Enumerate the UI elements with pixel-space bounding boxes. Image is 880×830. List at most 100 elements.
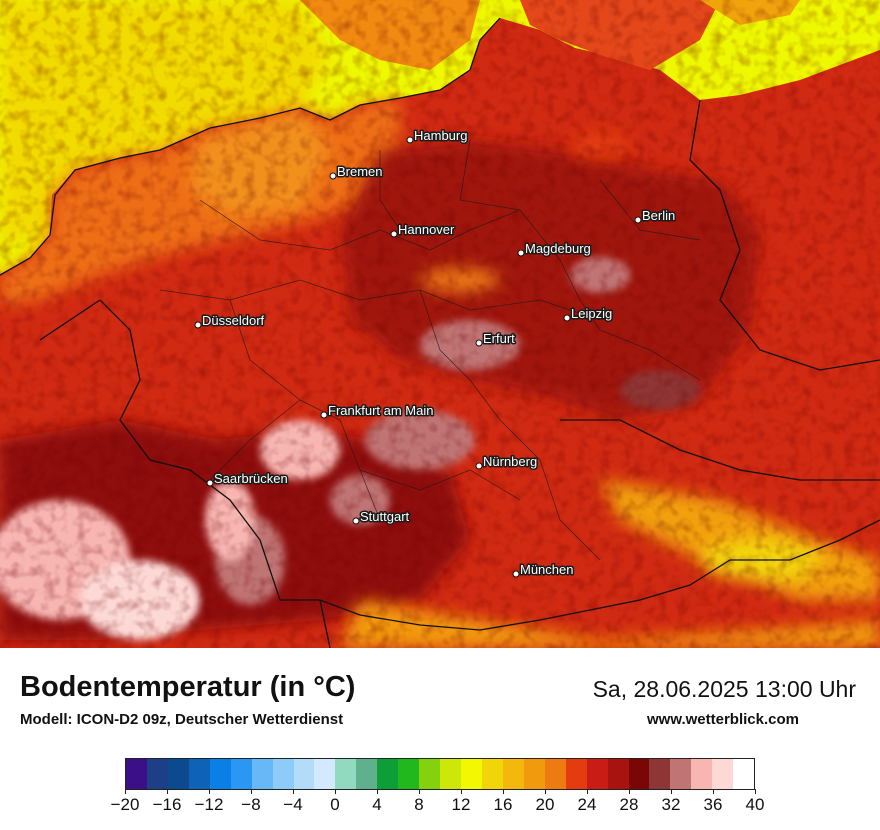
legend-swatch: [335, 759, 357, 789]
legend-tick-label: 20: [535, 795, 555, 814]
legend-swatch: [146, 759, 168, 789]
city-label-leipzig: Leipzig: [571, 306, 612, 321]
legend-tick-labels: −20 −16 −12 −8 −4 0 4 8 12 16 20 24 28 32 36 40: [0, 795, 880, 819]
legend-swatch: [188, 759, 210, 789]
legend-swatch: [398, 759, 420, 789]
legend-tick-mark: [629, 789, 630, 794]
legend-tick-mark: [713, 789, 714, 794]
legend-swatch: [712, 759, 734, 789]
legend-tick-label: 36: [703, 795, 723, 814]
city-bremen[interactable]: Bremen: [329, 163, 384, 181]
legend-swatch: [733, 759, 755, 789]
city-erfurt[interactable]: Erfurt: [475, 330, 517, 348]
legend-tick-label: 12: [451, 795, 471, 814]
model-source: Modell: ICON-D2 09z, Deutscher Wetterdie…: [20, 711, 344, 728]
legend-swatch: [356, 759, 378, 789]
legend-swatch: [314, 759, 336, 789]
legend-tick-label: 0: [330, 795, 340, 814]
city-label-muenchen: München: [520, 562, 573, 577]
legend-swatch: [419, 759, 441, 789]
legend-tick-mark: [419, 789, 420, 794]
legend-swatch: [586, 759, 608, 789]
city-hannover[interactable]: Hannover: [390, 221, 457, 239]
city-label-frankfurt: Frankfurt am Main: [328, 403, 433, 418]
city-muenchen[interactable]: München: [512, 561, 575, 579]
city-markers: Hamburg Bremen Hannover Berlin Magdeburg…: [194, 127, 677, 579]
legend-swatch: [628, 759, 650, 789]
city-label-saarbruecken: Saarbrücken: [214, 471, 288, 486]
temperature-map[interactable]: Hamburg Bremen Hannover Berlin Magdeburg…: [0, 0, 880, 648]
city-label-stuttgart: Stuttgart: [360, 509, 410, 524]
legend-tick-label: 4: [372, 795, 382, 814]
legend-swatch: [607, 759, 629, 789]
legend-swatch: [230, 759, 252, 789]
legend-tick-label: −16: [152, 795, 182, 814]
legend-tick-mark: [587, 789, 588, 794]
legend-swatch: [649, 759, 671, 789]
legend-tick-label: −4: [283, 795, 303, 814]
legend-swatch: [691, 759, 713, 789]
legend-tick-mark: [293, 789, 294, 794]
legend-tick-marks: [0, 789, 880, 795]
city-berlin[interactable]: Berlin: [634, 207, 677, 225]
city-label-hannover: Hannover: [398, 222, 455, 237]
legend-swatch: [440, 759, 461, 789]
legend-tick-mark: [503, 789, 504, 794]
city-label-magdeburg: Magdeburg: [525, 241, 591, 256]
legend-swatch: [565, 759, 587, 789]
legend-tick-label: 32: [661, 795, 681, 814]
legend-swatch: [461, 759, 482, 789]
legend-swatch: [251, 759, 273, 789]
legend-swatch: [126, 759, 147, 789]
legend-tick-mark: [167, 789, 168, 794]
legend-swatch: [481, 759, 503, 789]
city-label-duesseldorf: Düsseldorf: [202, 313, 265, 328]
legend-swatch: [272, 759, 294, 789]
map-title: Bodentemperatur (in °C): [20, 671, 356, 703]
legend-tick-label: −20: [110, 795, 140, 814]
legend-tick-mark: [251, 789, 252, 794]
legend-tick-label: 24: [577, 795, 597, 814]
state-borders: [159, 139, 701, 561]
legend-swatch: [544, 759, 566, 789]
legend-tick-mark: [377, 789, 378, 794]
city-label-berlin: Berlin: [642, 208, 675, 223]
city-label-erfurt: Erfurt: [483, 331, 515, 346]
city-magdeburg[interactable]: Magdeburg: [517, 240, 592, 258]
color-scale-legend: [125, 758, 755, 790]
legend-swatch: [293, 759, 315, 789]
legend-tick-mark: [755, 789, 756, 794]
city-label-hamburg: Hamburg: [414, 128, 467, 143]
legend-tick-label: 8: [414, 795, 424, 814]
legend-tick-mark: [125, 789, 126, 794]
legend-tick-mark: [335, 789, 336, 794]
legend-tick-label: 16: [493, 795, 513, 814]
city-hamburg[interactable]: Hamburg: [406, 127, 469, 145]
legend-swatch: [209, 759, 231, 789]
legend-tick-label: −12: [194, 795, 224, 814]
legend-swatch: [670, 759, 692, 789]
city-frankfurt[interactable]: Frankfurt am Main: [320, 402, 435, 420]
city-saarbruecken[interactable]: Saarbrücken: [206, 470, 289, 488]
city-leipzig[interactable]: Leipzig: [563, 305, 614, 323]
legend-tick-label: 40: [745, 795, 765, 814]
legend-tick-mark: [461, 789, 462, 794]
texture-overlay: [0, 0, 880, 648]
legend-tick-label: 28: [619, 795, 639, 814]
legend-tick-mark: [209, 789, 210, 794]
forecast-datetime: Sa, 28.06.2025 13:00 Uhr: [592, 676, 856, 702]
city-label-nuernberg: Nürnberg: [483, 454, 537, 469]
website-link[interactable]: www.wetterblick.com: [647, 711, 799, 728]
legend-swatch: [377, 759, 399, 789]
country-borders: [0, 17, 880, 648]
city-stuttgart[interactable]: Stuttgart: [352, 508, 411, 526]
legend-swatch: [523, 759, 545, 789]
legend-tick-mark: [671, 789, 672, 794]
city-label-bremen: Bremen: [337, 164, 383, 179]
city-duesseldorf[interactable]: Düsseldorf: [194, 312, 266, 330]
city-nuernberg[interactable]: Nürnberg: [475, 453, 539, 471]
legend-tick-label: −8: [241, 795, 261, 814]
legend-swatch: [167, 759, 189, 789]
legend-tick-mark: [545, 789, 546, 794]
legend-swatch: [502, 759, 524, 789]
